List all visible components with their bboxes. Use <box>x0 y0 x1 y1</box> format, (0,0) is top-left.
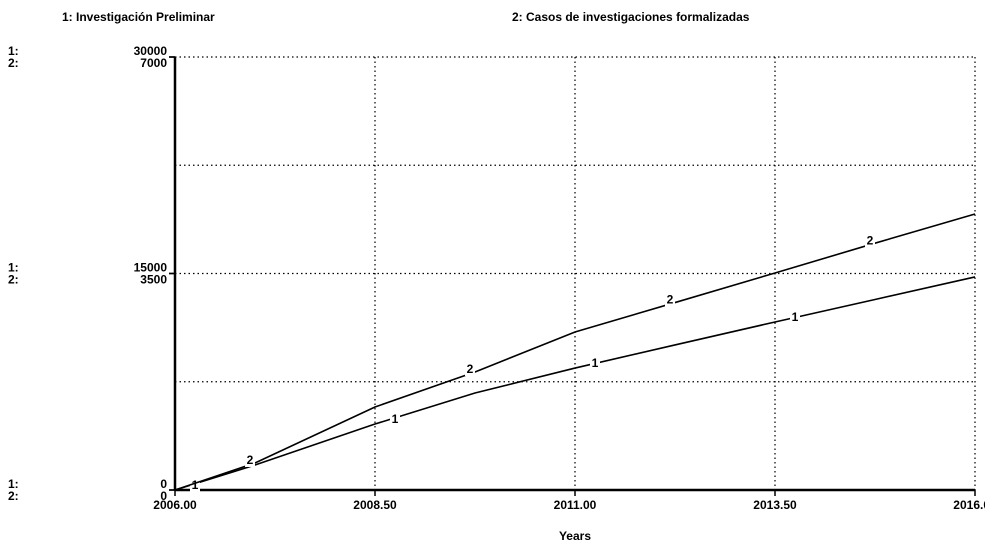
axis-tag: 1: <box>8 477 19 491</box>
x-tick-label: 2008.50 <box>353 498 397 512</box>
line-marker: 2 <box>667 293 674 307</box>
x-tick-label: 2013.50 <box>753 498 797 512</box>
line-marker-bg <box>665 293 675 307</box>
line-marker-bg <box>465 362 475 376</box>
line-marker: 1 <box>792 310 799 324</box>
x-tick-label: 2006.00 <box>153 498 197 512</box>
series-line <box>174 213 976 491</box>
axis-tag: 1: <box>8 261 19 275</box>
line-marker: 1 <box>592 356 599 370</box>
line-marker-bg <box>190 479 200 492</box>
line-marker-bg <box>790 310 800 324</box>
legend-series-2: 2: Casos de investigaciones formalizadas <box>512 10 750 24</box>
line-marker-bg <box>590 357 600 371</box>
y2-tick-label: 3500 <box>140 273 167 287</box>
y-tick-label: 30000 <box>134 44 168 58</box>
line-marker-bg <box>245 453 255 467</box>
axis-tag: 2: <box>8 56 19 70</box>
line-marker: 2 <box>867 233 874 247</box>
line-marker-bg <box>865 234 875 248</box>
line-marker-bg <box>390 413 400 427</box>
series-line <box>174 276 976 491</box>
y-tick-label: 0 <box>160 477 167 491</box>
axis-tag: 1: <box>8 44 19 58</box>
axis-tag: 2: <box>8 489 19 503</box>
legend-series-1: 1: Investigación Preliminar <box>62 10 215 24</box>
x-tick-label: 2016.00 <box>953 498 985 512</box>
x-tick-label: 2011.00 <box>554 498 597 512</box>
line-marker: 2 <box>247 453 254 467</box>
y2-tick-label: 0 <box>160 489 167 503</box>
line-marker: 1 <box>192 478 199 492</box>
y2-tick-label: 7000 <box>140 56 167 70</box>
line-marker: 2 <box>467 362 474 376</box>
y-tick-label: 15000 <box>134 261 168 275</box>
axis-tag: 2: <box>8 273 19 287</box>
x-axis-label: Years <box>559 529 591 543</box>
line-marker: 1 <box>392 412 399 426</box>
